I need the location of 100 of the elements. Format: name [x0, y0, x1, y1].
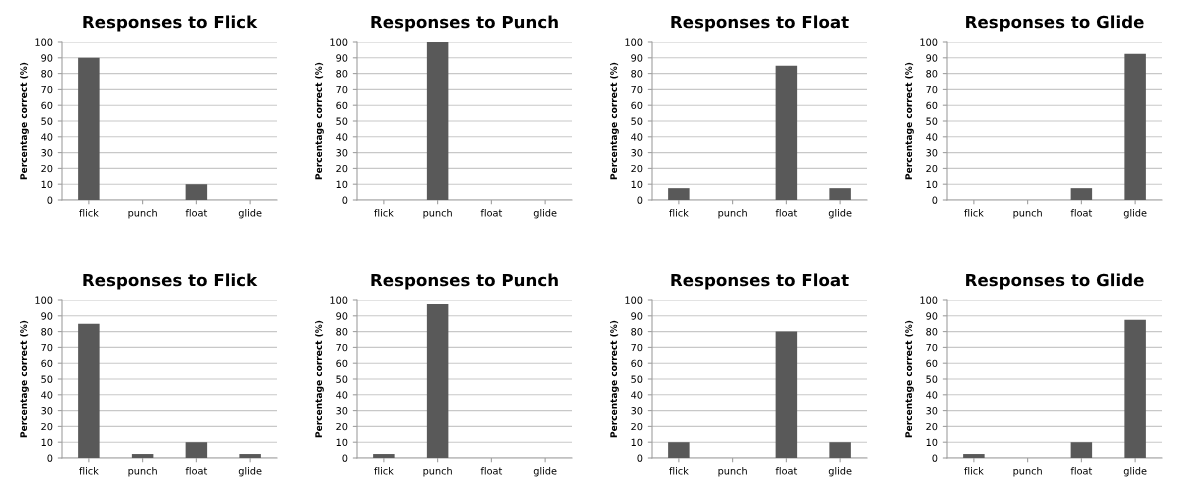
y-tick-label: 30	[631, 407, 643, 415]
y-tick-label: 70	[926, 343, 938, 352]
y-tick-label: 50	[631, 117, 643, 125]
y-tick-label: 20	[336, 164, 348, 173]
y-tick-label: 40	[41, 133, 53, 141]
y-tick-label: 0	[637, 454, 643, 462]
y-tick-label: 50	[41, 117, 53, 125]
y-tick-label: 70	[336, 343, 348, 352]
x-tick-label: punch	[1013, 467, 1042, 477]
y-tick-label: 0	[637, 196, 643, 204]
y-tick-label: 20	[41, 422, 53, 431]
y-tick-label: 80	[41, 70, 53, 78]
x-tick-label: float	[480, 467, 503, 475]
y-tick-label: 20	[336, 422, 348, 431]
y-tick-label: 20	[631, 164, 643, 173]
x-tick-label: glide	[238, 209, 262, 219]
y-tick-label: 10	[41, 180, 53, 189]
chart-title: Responses to Float	[671, 273, 849, 290]
y-tick-label: 0	[342, 454, 348, 462]
y-tick-label: 70	[336, 85, 348, 94]
y-axis-title: Percentage correct (%)	[610, 320, 619, 438]
x-tick-label: float	[185, 467, 208, 475]
y-tick-label: 10	[926, 438, 938, 447]
x-tick-label: float	[480, 209, 503, 217]
bar	[131, 454, 154, 458]
y-tick-label: 20	[631, 422, 643, 431]
x-tick-label: punch	[423, 467, 452, 477]
y-tick-label: 70	[631, 85, 643, 94]
y-tick-label: 10	[336, 438, 348, 447]
x-tick-label: flick	[79, 209, 99, 217]
y-tick-label: 50	[926, 117, 938, 125]
x-tick-label: glide	[533, 467, 557, 477]
x-tick-label: punch	[128, 467, 157, 477]
y-tick-label: 50	[41, 375, 53, 383]
x-tick-label: float	[185, 209, 208, 217]
y-tick-label: 0	[47, 454, 53, 462]
y-tick-label: 40	[926, 391, 938, 399]
y-tick-label: 30	[926, 149, 938, 157]
x-tick-label: float	[1070, 209, 1093, 217]
y-tick-label: 100	[625, 38, 643, 46]
y-tick-label: 70	[926, 85, 938, 94]
y-tick-label: 90	[926, 54, 938, 62]
y-tick-label: 60	[41, 101, 53, 110]
y-tick-label: 60	[336, 359, 348, 368]
y-tick-label: 100	[625, 296, 643, 304]
y-tick-label: 70	[41, 85, 53, 94]
y-tick-label: 60	[41, 359, 53, 368]
y-tick-label: 100	[330, 38, 348, 46]
y-axis-title: Percentage correct (%)	[905, 320, 914, 438]
x-tick-label: punch	[128, 209, 157, 219]
bar	[239, 454, 261, 458]
y-tick-label: 30	[926, 407, 938, 415]
x-tick-label: glide	[1123, 209, 1147, 219]
y-tick-label: 60	[631, 101, 643, 110]
y-tick-label: 30	[336, 407, 348, 415]
bar	[185, 442, 208, 458]
x-tick-label: flick	[964, 209, 984, 217]
y-tick-label: 0	[932, 454, 938, 462]
y-tick-label: 90	[336, 54, 348, 62]
y-tick-label: 40	[41, 391, 53, 399]
y-tick-label: 60	[336, 101, 348, 110]
y-tick-label: 10	[336, 180, 348, 189]
y-tick-label: 40	[631, 133, 643, 141]
y-tick-label: 100	[920, 38, 938, 46]
chart-title: Responses to Float	[671, 15, 849, 32]
x-tick-label: flick	[374, 467, 394, 475]
y-tick-label: 100	[330, 296, 348, 304]
y-tick-label: 30	[41, 407, 53, 415]
bar	[963, 454, 985, 458]
x-tick-label: punch	[718, 467, 747, 477]
y-tick-label: 0	[342, 196, 348, 204]
chart-title: Responses to Glide	[966, 273, 1144, 290]
y-tick-label: 50	[336, 117, 348, 125]
y-tick-label: 30	[631, 149, 643, 157]
y-tick-label: 30	[336, 149, 348, 157]
x-tick-label: glide	[238, 467, 262, 477]
y-tick-label: 90	[631, 54, 643, 62]
y-axis-title: Percentage correct (%)	[20, 320, 29, 438]
y-tick-label: 10	[926, 180, 938, 189]
y-tick-label: 80	[336, 328, 348, 336]
x-tick-label: float	[775, 467, 798, 475]
y-tick-label: 60	[631, 359, 643, 368]
x-tick-label: glide	[1123, 467, 1147, 477]
chart-title: Responses to Glide	[966, 15, 1144, 32]
y-tick-label: 90	[336, 312, 348, 320]
chart-title: Responses to Flick	[83, 273, 258, 290]
y-tick-label: 80	[41, 328, 53, 336]
y-tick-label: 90	[41, 54, 53, 62]
y-tick-label: 60	[926, 359, 938, 368]
y-tick-label: 90	[926, 312, 938, 320]
x-tick-label: glide	[828, 467, 852, 477]
y-tick-label: 20	[41, 164, 53, 173]
y-axis-title: Percentage correct (%)	[20, 62, 29, 180]
y-tick-label: 100	[920, 296, 938, 304]
y-tick-label: 10	[41, 438, 53, 447]
y-tick-label: 80	[336, 70, 348, 78]
y-tick-label: 30	[41, 149, 53, 157]
y-tick-label: 10	[631, 438, 643, 447]
y-tick-label: 70	[41, 343, 53, 352]
y-tick-label: 50	[926, 375, 938, 383]
